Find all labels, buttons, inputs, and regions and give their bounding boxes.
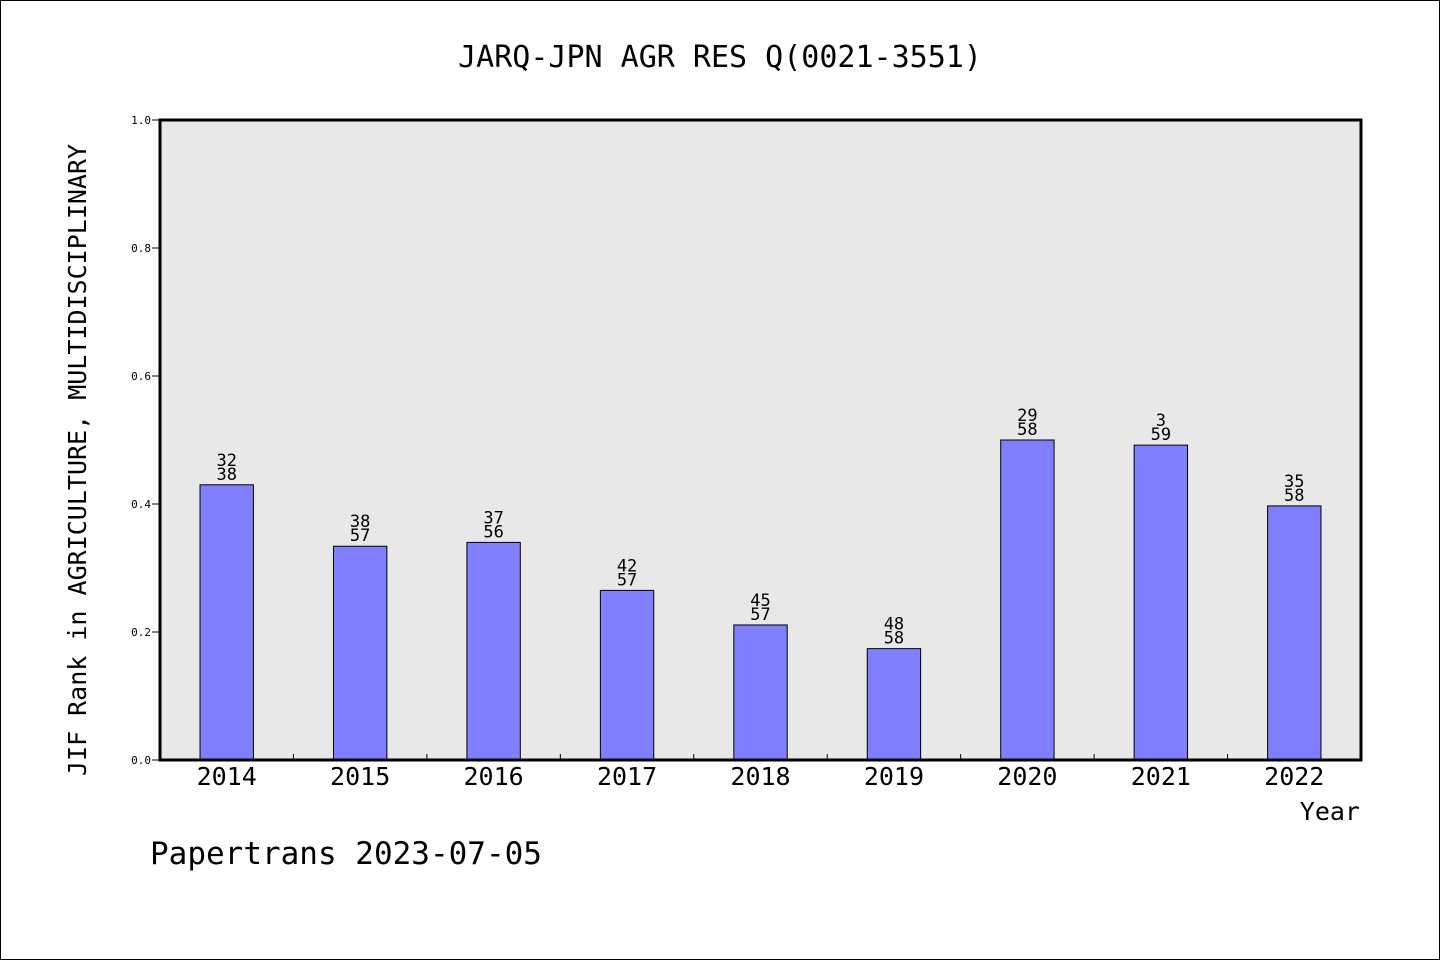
bar — [199, 484, 254, 761]
footer-credit: Papertrans 2023-07-05 — [150, 836, 542, 872]
bar-label-rank: 35 — [1284, 472, 1304, 492]
y-tick-label: 0.2 — [131, 626, 151, 639]
bar — [733, 624, 788, 761]
bar — [466, 541, 521, 761]
y-tick-label: 0.4 — [131, 498, 151, 511]
bar-label-rank: 3 — [1156, 411, 1166, 431]
bar-label-total: 38 — [216, 465, 236, 485]
bar-label-rank: 48 — [884, 615, 904, 635]
bar-label-total: 58 — [1017, 420, 1037, 440]
x-tick-label: 2019 — [864, 762, 924, 791]
y-tick-label: 0.0 — [131, 754, 151, 767]
y-tick-label: 0.6 — [131, 370, 151, 383]
x-tick-label: 2020 — [997, 762, 1057, 791]
x-axis-label: Year — [1300, 797, 1360, 826]
chart-title: JARQ-JPN AGR RES Q(0021-3551) — [458, 40, 982, 75]
bar — [866, 648, 922, 761]
x-axis-ticks: 2014 2015 2016 2017 2018 2019 2020 2021 2022 — [197, 754, 1324, 791]
bar — [1133, 444, 1189, 761]
x-tick-label: 2022 — [1264, 762, 1324, 791]
bar-label-rank: 45 — [750, 591, 770, 611]
bar-label-rank: 38 — [350, 512, 370, 532]
bar-label-total: 57 — [750, 605, 770, 625]
bar — [599, 589, 655, 761]
bar-label-rank: 42 — [617, 556, 637, 576]
bar-label-total: 56 — [483, 522, 503, 542]
bar-label-total: 57 — [617, 570, 637, 590]
x-tick-label: 2017 — [597, 762, 657, 791]
bar — [1000, 439, 1055, 761]
x-tick-label: 2014 — [197, 762, 257, 791]
plot-border — [158, 118, 1363, 762]
x-tick-label: 2016 — [464, 762, 524, 791]
bar-label-rank: 32 — [216, 451, 236, 471]
bar — [332, 545, 388, 761]
x-tick-label: 2021 — [1131, 762, 1191, 791]
bar-label-total: 58 — [1284, 486, 1304, 506]
y-tick-label: 1.0 — [131, 114, 151, 127]
bar-label-rank: 37 — [483, 508, 503, 528]
y-tick-label: 0.8 — [131, 242, 151, 255]
bar-label-total: 57 — [350, 526, 370, 546]
bar-label-rank: 29 — [1017, 406, 1037, 426]
bar-label-total: 59 — [1151, 425, 1171, 445]
y-axis-ticks: 0.0 0.2 0.4 0.6 0.8 1.0 — [131, 114, 160, 767]
x-tick-label: 2015 — [330, 762, 390, 791]
y-axis-label: JIF Rank in AGRICULTURE, MULTIDISCIPLINA… — [63, 144, 92, 776]
x-tick-label: 2018 — [730, 762, 790, 791]
bar — [1267, 505, 1322, 761]
bar-label-total: 58 — [884, 629, 904, 649]
